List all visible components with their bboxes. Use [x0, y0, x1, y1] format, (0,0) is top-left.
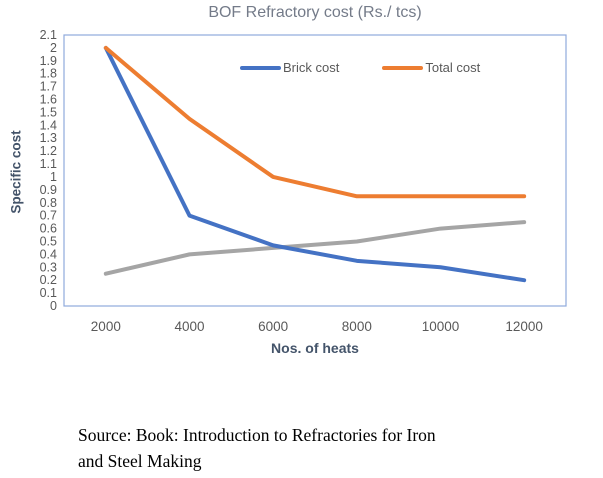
y-tick-label: 1.9: [40, 54, 57, 68]
y-tick-label: 1.3: [40, 131, 57, 145]
source-citation: Source: Book: Introduction to Refractori…: [78, 422, 528, 474]
legend-item-total-cost: Total cost: [382, 60, 480, 75]
y-tick-label: 0: [50, 299, 57, 313]
series-line-brick-cost: [103, 45, 527, 283]
y-tick-label: 1.6: [40, 93, 57, 107]
y-tick-label: 1.5: [40, 105, 57, 119]
y-tick-label: 2.1: [40, 28, 57, 42]
series-line-gray: [103, 220, 527, 276]
y-tick-label: 0.3: [40, 260, 57, 274]
y-tick-label: 1.8: [40, 67, 57, 81]
y-tick-label: 1.2: [40, 144, 57, 158]
source-citation-line-1: Source: Book: Introduction to Refractori…: [78, 425, 436, 445]
x-tick-label: 8000: [342, 319, 372, 334]
x-tick-label: 4000: [174, 319, 204, 334]
plot-border: [63, 34, 567, 307]
y-tick-label: 0.9: [40, 183, 57, 197]
x-axis-title: Nos. of heats: [271, 340, 359, 356]
y-tick-label: 0.5: [40, 234, 57, 248]
y-tick-label: 0.8: [40, 196, 57, 210]
x-tick-label: 6000: [258, 319, 288, 334]
x-tick-label: 10000: [422, 319, 460, 334]
y-tick-label: 1.4: [40, 118, 57, 132]
legend-item-brick-cost: Brick cost: [240, 60, 339, 75]
y-tick-label: 0.7: [40, 209, 57, 223]
chart-title: BOF Refractory cost (Rs./ tcs): [208, 4, 422, 21]
y-tick-label: 2: [50, 41, 57, 55]
legend: Brick cost Total cost: [240, 60, 480, 75]
y-tick-label: 0.1: [40, 286, 57, 300]
source-citation-line-2: and Steel Making: [78, 451, 202, 471]
y-tick-label: 1.1: [40, 157, 57, 171]
x-tick-label: 12000: [505, 319, 543, 334]
y-tick-label: 0.6: [40, 222, 57, 236]
brick-cost-line-swatch-icon: [240, 65, 281, 70]
y-tick-label: 0.2: [40, 273, 57, 287]
series-line-total-cost: [103, 45, 527, 199]
legend-label-total-cost: Total cost: [425, 60, 481, 75]
y-tick-label: 0.4: [40, 247, 57, 261]
y-tick-label: 1: [50, 170, 57, 184]
bof-refractory-cost-chart: BOF Refractory cost (Rs./ tcs) Specific …: [8, 4, 567, 356]
x-tick-label: 2000: [91, 319, 121, 334]
y-tick-label: 1.7: [40, 80, 57, 94]
total-cost-line-swatch-icon: [382, 65, 424, 70]
plot-area-svg: 00.10.20.30.40.50.60.70.80.911.11.21.31.…: [40, 28, 567, 334]
legend-label-brick-cost: Brick cost: [283, 60, 340, 75]
